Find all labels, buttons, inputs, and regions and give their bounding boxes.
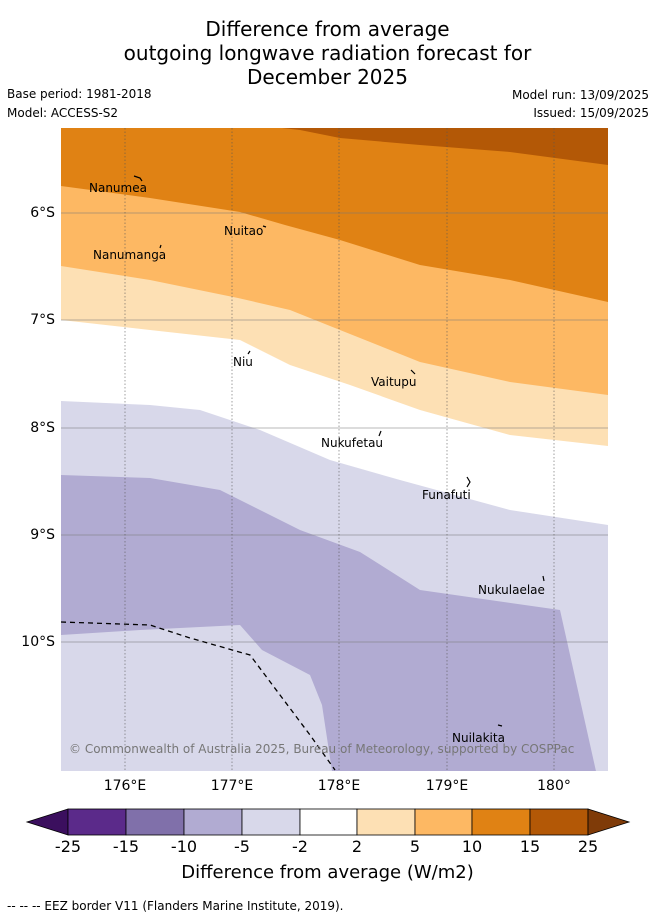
colorbar-seg-m25-m15 <box>67 808 127 836</box>
title-line-1: Difference from average <box>205 17 450 41</box>
band-15-25 <box>282 128 608 165</box>
x-tick-179e: 179°E <box>425 778 469 794</box>
title-line-2: outgoing longwave radiation forecast for <box>123 41 532 65</box>
y-tick-6s: 6°S <box>30 205 55 221</box>
colorbar-below-arrow <box>25 808 69 836</box>
colorbar-tick-m5: -5 <box>234 837 250 856</box>
colorbar-seg-m5-m2 <box>241 808 301 836</box>
place-nukulaelae: Nukulaelae <box>478 583 545 597</box>
island-markers <box>133 175 545 727</box>
colorbar-above-arrow <box>587 808 631 836</box>
place-nanumanga: Nanumanga <box>93 248 167 262</box>
colorbar-tick-5: 5 <box>409 837 421 856</box>
colorbar-seg-5-10 <box>414 808 473 836</box>
model-name: Model: ACCESS-S2 <box>7 106 119 120</box>
place-nuitao: Nuitao <box>224 224 264 238</box>
colorbar-tick-25: 25 <box>577 837 599 856</box>
colorbar-tick-2: 2 <box>351 837 363 856</box>
eez-footnote: -- -- -- EEZ border V11 (Flanders Marine… <box>7 899 344 913</box>
x-tick-180: 180° <box>537 778 571 794</box>
longitude-gridlines <box>124 128 555 771</box>
y-tick-7s: 7°S <box>30 312 55 328</box>
y-tick-10s: 10°S <box>21 634 55 650</box>
colorbar-tick-10: 10 <box>461 837 483 856</box>
title-line-3: December 2025 <box>247 65 408 89</box>
x-tick-178e: 178°E <box>317 778 361 794</box>
place-niu: Niu <box>233 355 253 369</box>
colorbar-tick-m10: -10 <box>170 837 198 856</box>
colorbar-tick-m15: -15 <box>112 837 140 856</box>
latitude-gridlines <box>61 212 608 643</box>
place-vaitupu: Vaitupu <box>371 375 417 389</box>
base-period: Base period: 1981-2018 <box>7 87 152 101</box>
colorbar <box>25 808 631 836</box>
band-m5-m2-southwest <box>61 625 332 771</box>
colorbar-seg-15-25 <box>529 808 589 836</box>
colorbar-seg-2-5 <box>356 808 416 836</box>
model-run: Model run: 13/09/2025 <box>511 88 649 102</box>
colorbar-title: Difference from average (W/m2) <box>181 862 474 883</box>
colorbar-seg-m10-m5 <box>183 808 243 836</box>
band-10-15 <box>61 128 608 302</box>
colorbar-tick-m2: -2 <box>292 837 308 856</box>
y-tick-9s: 9°S <box>30 527 55 543</box>
colorbar-seg-10-15 <box>471 808 531 836</box>
y-tick-8s: 8°S <box>30 420 55 436</box>
colorbar-tick-m25: -25 <box>54 837 82 856</box>
place-funafuti: Funafuti <box>422 488 471 502</box>
place-nanumea: Nanumea <box>89 181 147 195</box>
copyright-notice: © Commonwealth of Australia 2025, Bureau… <box>69 742 575 756</box>
eez-border-line <box>60 621 336 771</box>
colorbar-seg-m2-2 <box>299 808 358 836</box>
colorbar-seg-m15-m10 <box>125 808 185 836</box>
x-tick-176e: 176°E <box>103 778 147 794</box>
anomaly-field <box>61 128 608 771</box>
issued-date: Issued: 15/09/2025 <box>533 106 649 120</box>
x-tick-177e: 177°E <box>210 778 254 794</box>
place-nuilakita: Nuilakita <box>452 731 505 745</box>
colorbar-tick-15: 15 <box>519 837 541 856</box>
place-nukufetau: Nukufetau <box>321 436 384 450</box>
